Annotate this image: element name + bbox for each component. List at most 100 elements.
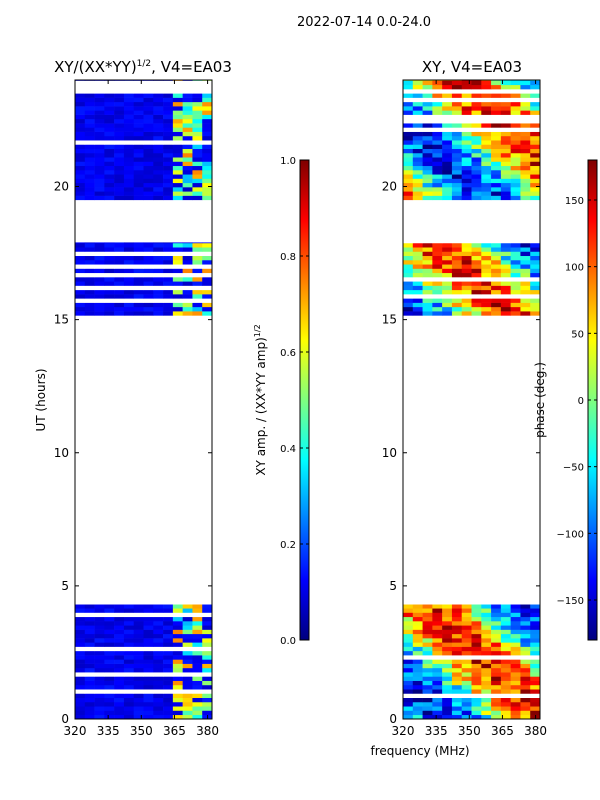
x-tick-label: 335 xyxy=(97,724,120,738)
phase-cell xyxy=(442,621,453,626)
phase-cell xyxy=(451,161,463,167)
amp-cell xyxy=(104,285,115,291)
phase-cell xyxy=(461,157,472,162)
phase-cell xyxy=(403,247,414,252)
amp-cell xyxy=(163,118,174,124)
phase-cell xyxy=(530,701,541,707)
amp-cell xyxy=(114,638,125,643)
amp-cell xyxy=(94,110,105,115)
amp-cell xyxy=(153,667,164,673)
phase-cell xyxy=(412,616,423,622)
y-tick-label: 10 xyxy=(54,446,69,460)
amp-cell xyxy=(84,268,95,274)
amp-cell xyxy=(94,140,105,145)
amp-cell xyxy=(182,659,193,664)
amp-cell xyxy=(84,646,95,652)
phase-cell xyxy=(510,638,521,643)
amp-cell xyxy=(104,264,115,269)
amp-cell xyxy=(133,135,144,141)
amp-cell xyxy=(192,272,203,278)
phase-cell xyxy=(471,93,482,98)
phase-cell xyxy=(481,97,492,103)
amp-cell xyxy=(94,655,105,660)
amp-cell xyxy=(163,676,174,681)
phase-cell xyxy=(403,242,414,248)
phase-cell xyxy=(510,684,521,690)
amp-cell xyxy=(143,302,154,308)
phase-cell xyxy=(491,157,502,162)
phase-cell xyxy=(530,157,541,162)
phase-cell xyxy=(432,118,443,124)
amp-cell xyxy=(123,247,135,252)
amp-cell xyxy=(153,264,164,269)
amp-cell xyxy=(143,710,154,716)
phase-cell xyxy=(510,157,521,162)
amp-cell xyxy=(182,676,193,681)
phase-cell xyxy=(520,165,531,171)
amp-cell xyxy=(202,655,213,660)
amp-cell xyxy=(94,676,105,681)
phase-cell xyxy=(412,123,423,128)
amp-cell xyxy=(202,672,213,677)
phase-cell xyxy=(461,621,472,626)
amp-cell xyxy=(123,672,135,677)
phase-cell xyxy=(471,616,482,622)
amp-cell xyxy=(114,298,125,303)
amp-cell xyxy=(192,621,203,626)
phase-cell xyxy=(500,89,511,94)
phase-cell xyxy=(471,663,482,669)
phase-cell xyxy=(491,612,502,618)
phase-cell xyxy=(412,242,423,248)
amp-cell xyxy=(114,182,125,188)
amp-cell xyxy=(114,281,125,286)
phase-cell xyxy=(520,123,531,128)
phase-cell xyxy=(510,281,521,286)
amp-cell xyxy=(114,187,125,192)
phase-cell xyxy=(442,672,453,677)
amp-cell xyxy=(75,714,86,720)
amp-cell xyxy=(172,84,183,90)
amp-cell xyxy=(133,114,144,120)
phase-cell xyxy=(491,697,502,703)
amp-cell xyxy=(133,140,144,145)
amp-cell xyxy=(202,294,213,299)
amp-cell xyxy=(153,161,164,167)
phase-cell xyxy=(442,298,453,303)
amp-cell xyxy=(172,289,183,295)
phase-cell xyxy=(461,684,472,690)
amp-cell xyxy=(104,311,115,316)
phase-cell xyxy=(461,650,472,656)
amp-cell xyxy=(153,638,164,643)
amp-cell xyxy=(143,182,154,188)
phase-cell xyxy=(412,294,423,299)
amp-cell xyxy=(123,89,135,94)
phase-cell xyxy=(530,633,541,639)
phase-cell xyxy=(481,655,492,660)
phase-cell xyxy=(422,191,433,196)
amp-cell xyxy=(114,165,125,171)
phase-cell xyxy=(432,277,443,282)
phase-cell xyxy=(403,251,414,257)
phase-cell xyxy=(432,144,443,149)
phase-cell xyxy=(530,101,541,107)
amp-cell xyxy=(192,89,203,94)
phase-cell xyxy=(500,178,511,184)
phase-cell xyxy=(461,195,472,201)
amp-cell xyxy=(114,689,125,694)
phase-cell xyxy=(451,144,463,149)
amp-cell xyxy=(163,655,174,660)
amp-cell xyxy=(182,93,193,98)
phase-cell xyxy=(520,110,531,115)
phase-cell xyxy=(530,629,541,635)
phase-cell xyxy=(500,650,511,656)
amp-cell xyxy=(94,714,105,720)
amp-cell xyxy=(143,80,154,86)
amp-cell xyxy=(84,289,95,295)
amp-cell xyxy=(94,118,105,124)
phase-cell xyxy=(432,110,443,115)
phase-cell xyxy=(422,642,433,647)
phase-cell xyxy=(422,655,433,660)
amp-cell xyxy=(182,684,193,690)
phase-cell xyxy=(520,680,531,686)
